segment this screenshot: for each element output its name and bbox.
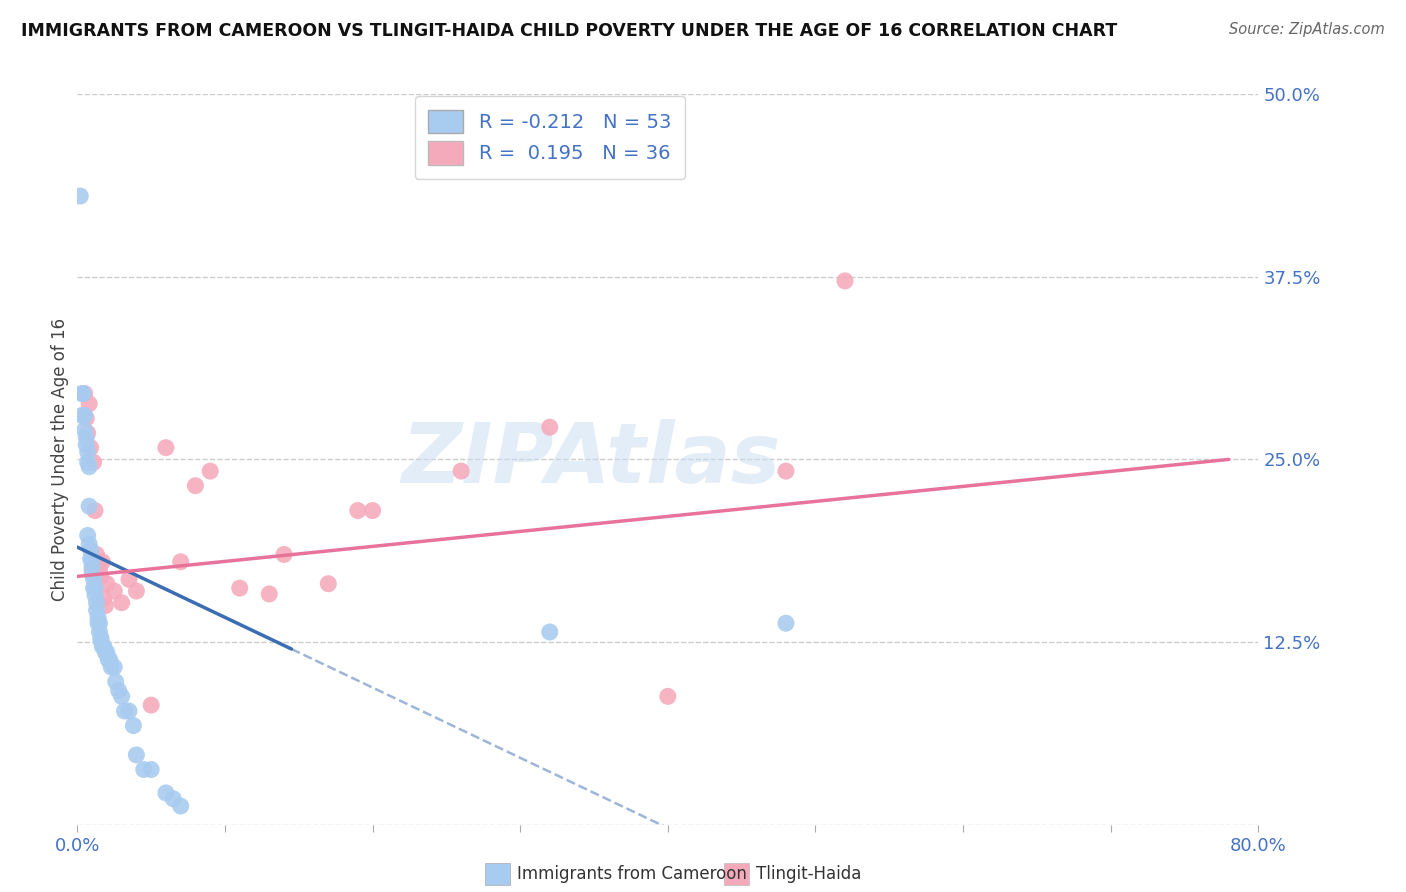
- Point: [96, 576, 118, 591]
- Point: [93, 640, 115, 654]
- Point: [77, 537, 100, 551]
- Point: [83, 455, 105, 469]
- Point: [82, 559, 104, 574]
- Point: [228, 581, 252, 595]
- Point: [170, 555, 193, 569]
- Point: [83, 572, 105, 586]
- Text: Source: ZipAtlas.com: Source: ZipAtlas.com: [1229, 22, 1385, 37]
- Point: [162, 791, 184, 805]
- Text: IMMIGRANTS FROM CAMEROON VS TLINGIT-HAIDA CHILD POVERTY UNDER THE AGE OF 16 CORR: IMMIGRANTS FROM CAMEROON VS TLINGIT-HAID…: [21, 22, 1118, 40]
- Point: [103, 660, 125, 674]
- Point: [141, 763, 163, 777]
- Point: [86, 603, 108, 617]
- Point: [84, 581, 107, 595]
- Point: [259, 587, 281, 601]
- Point: [79, 552, 101, 566]
- Point: [90, 633, 112, 648]
- Point: [155, 441, 177, 455]
- Point: [170, 799, 193, 814]
- Point: [273, 548, 295, 562]
- Point: [84, 589, 107, 603]
- Point: [82, 562, 104, 576]
- Point: [125, 747, 148, 762]
- Point: [538, 420, 561, 434]
- Point: [361, 503, 384, 517]
- Point: [89, 625, 111, 640]
- Point: [200, 464, 222, 478]
- Point: [69, 189, 91, 203]
- Point: [141, 698, 163, 713]
- Point: [122, 718, 145, 732]
- Point: [91, 555, 114, 569]
- Point: [93, 591, 115, 606]
- Point: [86, 596, 108, 610]
- Point: [118, 704, 141, 718]
- Point: [91, 640, 114, 654]
- Point: [79, 441, 101, 455]
- Point: [94, 599, 117, 613]
- Y-axis label: Child Poverty Under the Age of 16: Child Poverty Under the Age of 16: [51, 318, 69, 601]
- Point: [111, 596, 132, 610]
- Point: [75, 430, 97, 444]
- Point: [834, 274, 856, 288]
- Point: [77, 499, 100, 513]
- Point: [775, 464, 797, 478]
- Point: [96, 645, 118, 659]
- Point: [84, 503, 107, 517]
- Point: [97, 653, 120, 667]
- Point: [77, 459, 100, 474]
- Point: [76, 445, 98, 459]
- Point: [538, 625, 561, 640]
- Point: [104, 674, 127, 689]
- Point: [73, 386, 96, 401]
- Point: [87, 616, 110, 631]
- Point: [86, 548, 108, 562]
- Point: [318, 576, 340, 591]
- Text: ZIPAtlas: ZIPAtlas: [401, 419, 780, 500]
- Point: [76, 528, 98, 542]
- Point: [346, 503, 368, 517]
- Point: [155, 786, 177, 800]
- Point: [98, 653, 121, 667]
- Point: [89, 562, 111, 576]
- Point: [75, 438, 97, 452]
- Point: [75, 411, 97, 425]
- Point: [77, 397, 100, 411]
- Point: [125, 584, 148, 599]
- Point: [132, 763, 155, 777]
- Point: [657, 690, 679, 704]
- Point: [70, 409, 93, 423]
- Point: [114, 704, 136, 718]
- Legend: R = -0.212   N = 53, R =  0.195   N = 36: R = -0.212 N = 53, R = 0.195 N = 36: [415, 96, 685, 178]
- Point: [90, 631, 112, 645]
- Point: [184, 479, 207, 493]
- Point: [82, 566, 104, 581]
- Point: [83, 581, 105, 595]
- Text: Tlingit-Haida: Tlingit-Haida: [756, 865, 862, 883]
- Point: [87, 610, 110, 624]
- Point: [89, 616, 111, 631]
- Point: [79, 543, 101, 558]
- Point: [450, 464, 472, 478]
- Point: [76, 455, 98, 469]
- Point: [87, 555, 110, 569]
- Point: [775, 616, 797, 631]
- Point: [82, 552, 104, 566]
- Point: [90, 569, 112, 583]
- Point: [118, 572, 141, 586]
- Point: [73, 423, 96, 437]
- Point: [103, 584, 125, 599]
- Point: [70, 386, 93, 401]
- Point: [111, 690, 132, 704]
- Point: [94, 645, 117, 659]
- Point: [100, 660, 122, 674]
- Point: [107, 683, 129, 698]
- Text: Immigrants from Cameroon: Immigrants from Cameroon: [517, 865, 747, 883]
- Point: [76, 425, 98, 440]
- Point: [72, 386, 94, 401]
- Point: [73, 409, 96, 423]
